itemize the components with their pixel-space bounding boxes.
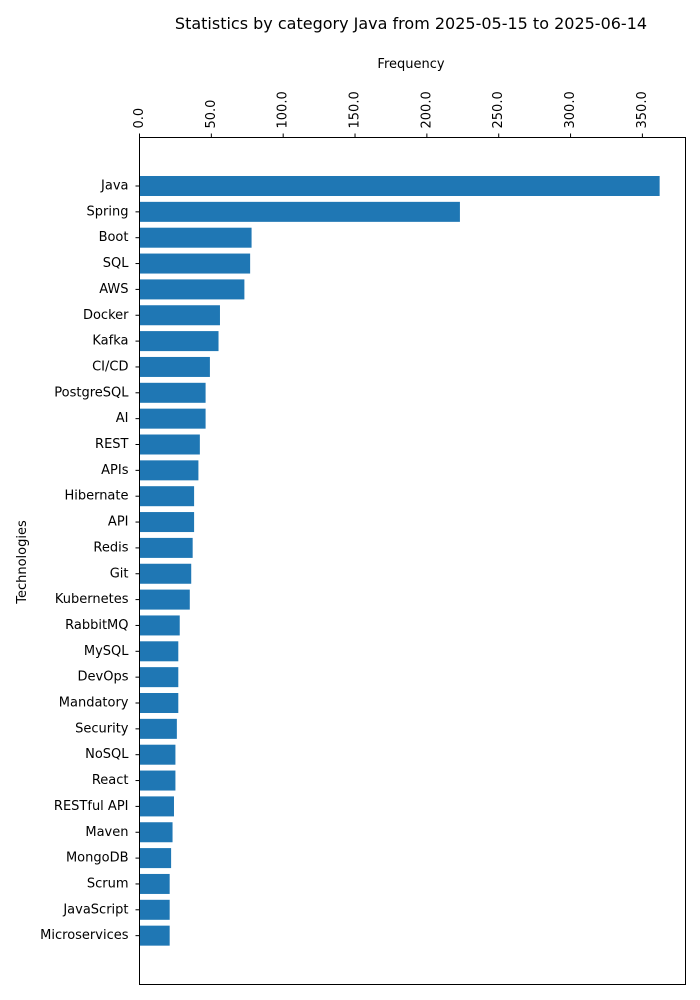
y-tick-label: API bbox=[108, 515, 129, 530]
x-tick-label: 50.0 bbox=[204, 100, 219, 129]
bar-redis bbox=[139, 537, 193, 558]
y-tick-label: Security bbox=[75, 721, 129, 736]
plot-frame bbox=[139, 137, 686, 985]
y-tick-label: Kubernetes bbox=[55, 592, 129, 607]
x-tick-label: 150.0 bbox=[348, 91, 363, 128]
y-tick-label: Docker bbox=[83, 308, 129, 323]
bar-spring bbox=[139, 201, 460, 222]
y-tick-label: Boot bbox=[99, 230, 129, 245]
y-tick-label: DevOps bbox=[78, 670, 129, 685]
bar-javascript bbox=[139, 899, 170, 920]
chart-title: Statistics by category Java from 2025-05… bbox=[175, 14, 647, 33]
y-tick-label: RabbitMQ bbox=[65, 618, 128, 633]
bars-group bbox=[139, 176, 660, 946]
y-tick-label: CI/CD bbox=[92, 359, 128, 374]
y-tick-label: Java bbox=[100, 179, 128, 194]
bar-kafka bbox=[139, 331, 219, 352]
x-tick-label: 0.0 bbox=[132, 108, 147, 129]
bar-maven bbox=[139, 822, 173, 843]
bar-git bbox=[139, 563, 192, 584]
bar-postgresql bbox=[139, 382, 206, 403]
y-tick-label: REST bbox=[95, 437, 128, 452]
bar-rabbitmq bbox=[139, 615, 180, 636]
y-tick-label: APIs bbox=[101, 463, 129, 478]
y-tick-label: MySQL bbox=[84, 644, 129, 659]
x-axis-label: Frequency bbox=[377, 57, 444, 72]
bar-mysql bbox=[139, 641, 179, 662]
bar-apis bbox=[139, 460, 199, 481]
x-tick-label: 250.0 bbox=[491, 91, 506, 128]
y-axis-label: Technologies bbox=[15, 520, 30, 605]
y-tick-label: JavaScript bbox=[62, 902, 128, 917]
y-tick-label: NoSQL bbox=[85, 747, 129, 762]
bar-security bbox=[139, 718, 177, 739]
y-tick-label: Mandatory bbox=[59, 696, 129, 711]
bar-docker bbox=[139, 305, 220, 326]
y-tick-label: Git bbox=[110, 566, 129, 581]
bar-react bbox=[139, 770, 176, 791]
y-tick-label: React bbox=[92, 773, 129, 788]
y-tick-label: Spring bbox=[87, 204, 129, 219]
y-tick-label: AI bbox=[116, 411, 129, 426]
bar-nosql bbox=[139, 744, 176, 765]
x-tick-label: 200.0 bbox=[419, 91, 434, 128]
y-tick-label: PostgreSQL bbox=[54, 385, 129, 400]
bar-sql bbox=[139, 253, 251, 274]
bar-hibernate bbox=[139, 486, 195, 507]
y-axis-ticks: Java Spring Boot SQL AWS Docker Kafka CI/CD Post… bbox=[40, 179, 140, 943]
bar-java bbox=[139, 176, 660, 196]
bar-rest bbox=[139, 434, 200, 455]
y-tick-label: AWS bbox=[99, 282, 128, 297]
y-tick-label: Redis bbox=[93, 540, 128, 555]
y-tick-label: MongoDB bbox=[66, 851, 129, 866]
bar-ai bbox=[139, 408, 206, 429]
y-tick-label: Maven bbox=[85, 825, 128, 840]
y-tick-label: Hibernate bbox=[64, 489, 128, 504]
bar-restful-api bbox=[139, 796, 174, 817]
bar-microservices bbox=[139, 925, 170, 946]
bar-boot bbox=[139, 227, 252, 248]
y-tick-label: SQL bbox=[103, 256, 129, 271]
bar-mongodb bbox=[139, 848, 172, 869]
x-tick-label: 350.0 bbox=[635, 91, 650, 128]
x-tick-label: 100.0 bbox=[276, 91, 291, 128]
y-tick-label: Kafka bbox=[92, 334, 128, 349]
x-tick-label: 300.0 bbox=[563, 91, 578, 128]
bar-aws bbox=[139, 279, 245, 300]
x-axis-ticks: 0.0 50.0 100.0 150.0 200.0 250.0 300.0 350.0 bbox=[132, 91, 650, 138]
bar-ci-cd bbox=[139, 356, 210, 377]
bar-mandatory bbox=[139, 693, 179, 713]
y-tick-label: RESTful API bbox=[54, 799, 129, 814]
bar-api bbox=[139, 512, 195, 533]
y-tick-label: Microservices bbox=[40, 928, 129, 943]
bar-kubernetes bbox=[139, 589, 190, 610]
bar-devops bbox=[139, 667, 179, 688]
y-tick-label: Scrum bbox=[87, 876, 129, 891]
bar-scrum bbox=[139, 873, 170, 894]
